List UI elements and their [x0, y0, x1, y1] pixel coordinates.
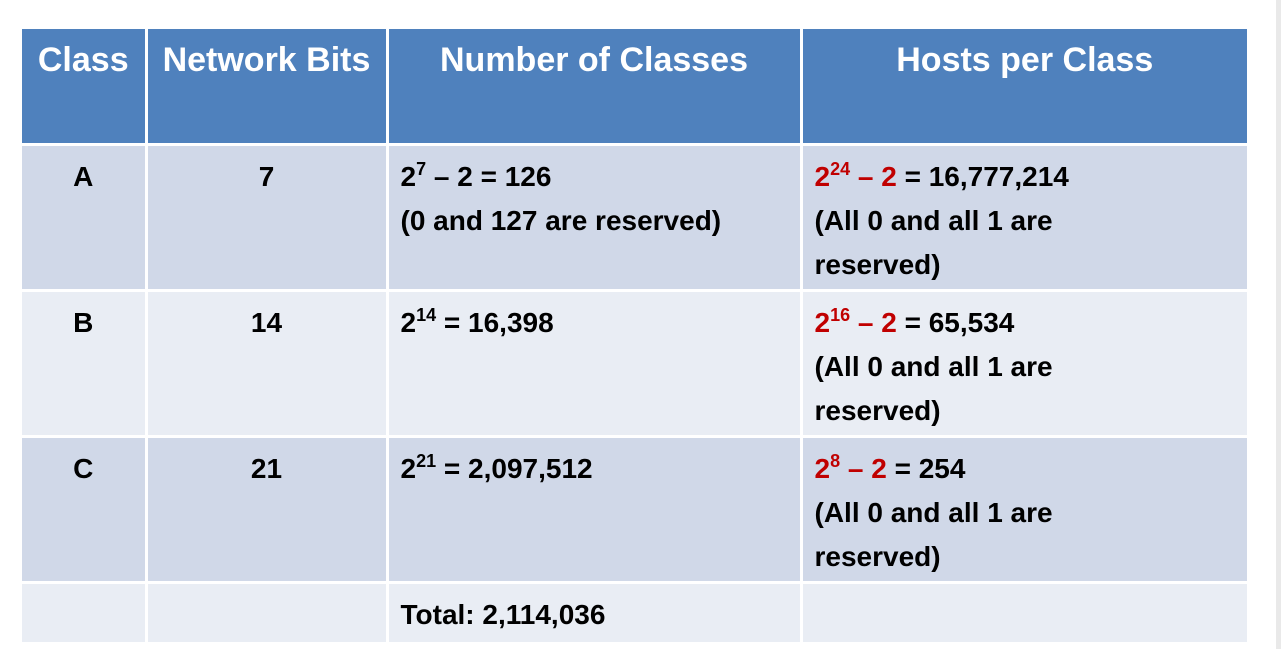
hosts-note-line2: reserved) [814, 249, 941, 280]
nc-exponent: 14 [416, 305, 437, 325]
hosts-exponent: 16 [830, 305, 851, 325]
hosts-exponent: 8 [830, 451, 841, 471]
cell-empty [22, 581, 148, 645]
hosts-base: 2 [814, 161, 831, 192]
cell-class: A [22, 143, 148, 292]
table-row: C 21 221 = 2,097,512 28 – 2 = 254 (All 0… [22, 435, 1247, 584]
nc-base: 2 [400, 453, 417, 484]
hosts-base: 2 [814, 307, 831, 338]
hosts-minus: – 2 [850, 307, 897, 338]
hosts-note-line1: (All 0 and all 1 are [814, 205, 1053, 236]
hosts-note-line2: reserved) [814, 395, 941, 426]
cell-network-bits: 7 [144, 143, 389, 292]
table-row: A 7 27 – 2 = 126 (0 and 127 are reserved… [22, 143, 1247, 292]
hosts-note-line1: (All 0 and all 1 are [814, 497, 1053, 528]
header-network-bits: Network Bits [144, 26, 389, 146]
nc-base: 2 [400, 307, 417, 338]
cell-class: B [22, 289, 148, 438]
cell-hosts-per-class: 216 – 2 = 65,534 (All 0 and all 1 are re… [799, 289, 1247, 438]
hosts-note-line1: (All 0 and all 1 are [814, 351, 1053, 382]
cell-number-of-classes: 221 = 2,097,512 [385, 435, 803, 584]
hosts-result: = 16,777,214 [896, 161, 1069, 192]
nc-exponent: 21 [416, 451, 437, 471]
hosts-result: = 65,534 [896, 307, 1015, 338]
ip-class-table: Class Network Bits Number of Classes Hos… [22, 26, 1247, 645]
table-row: B 14 214 = 16,398 216 – 2 = 65,534 (All … [22, 289, 1247, 438]
cell-network-bits: 21 [144, 435, 389, 584]
cell-network-bits: 14 [144, 289, 389, 438]
cell-class: C [22, 435, 148, 584]
cell-empty [799, 581, 1247, 645]
table-header-row: Class Network Bits Number of Classes Hos… [22, 26, 1247, 146]
hosts-note-line2: reserved) [814, 541, 941, 572]
hosts-minus: – 2 [840, 453, 887, 484]
cell-total: Total: 2,114,036 [385, 581, 803, 645]
hosts-base: 2 [814, 453, 831, 484]
cell-hosts-per-class: 224 – 2 = 16,777,214 (All 0 and all 1 ar… [799, 143, 1247, 292]
total-row: Total: 2,114,036 [22, 581, 1247, 645]
page-edge [1276, 0, 1281, 649]
cell-number-of-classes: 27 – 2 = 126 (0 and 127 are reserved) [385, 143, 803, 292]
nc-exponent: 7 [416, 159, 427, 179]
header-class: Class [22, 26, 148, 146]
nc-base: 2 [400, 161, 417, 192]
header-hosts-per-class: Hosts per Class [799, 26, 1247, 146]
hosts-minus: – 2 [850, 161, 897, 192]
hosts-exponent: 24 [830, 159, 851, 179]
nc-formula: – 2 = 126 [426, 161, 552, 192]
nc-note: (0 and 127 are reserved) [400, 205, 722, 236]
cell-number-of-classes: 214 = 16,398 [385, 289, 803, 438]
hosts-result: = 254 [886, 453, 966, 484]
nc-formula: = 16,398 [436, 307, 554, 338]
header-number-of-classes: Number of Classes [385, 26, 803, 146]
cell-hosts-per-class: 28 – 2 = 254 (All 0 and all 1 are reserv… [799, 435, 1247, 584]
cell-empty [144, 581, 389, 645]
nc-formula: = 2,097,512 [436, 453, 593, 484]
